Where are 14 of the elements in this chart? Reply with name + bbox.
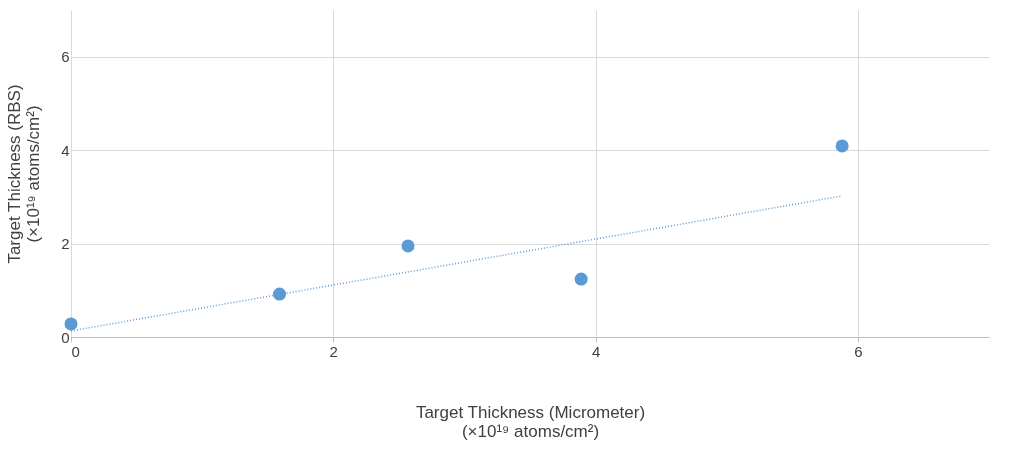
point	[835, 139, 849, 153]
y-tick-label: 0	[61, 328, 70, 346]
point	[64, 317, 78, 331]
x-tick-label: 6	[854, 342, 863, 360]
y-tick-label: 6	[61, 48, 70, 66]
point	[574, 272, 588, 286]
x-tick-label: 4	[591, 342, 601, 360]
y-tick-label: 4	[61, 141, 70, 159]
y-axis-title: Target Thickness (RBS) (×10¹⁹ atoms/cm²)	[5, 84, 44, 264]
point	[401, 239, 415, 253]
x-axis-title: Target Thickness (Micrometer) (×10¹⁹ atoms/cm²)	[415, 402, 646, 441]
point	[273, 287, 287, 301]
x-tick-label: 2	[329, 342, 338, 360]
y-tick-label: 2	[61, 235, 70, 253]
